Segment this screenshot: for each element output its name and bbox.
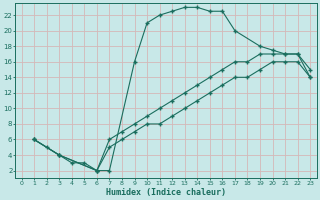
X-axis label: Humidex (Indice chaleur): Humidex (Indice chaleur) [106,188,226,197]
